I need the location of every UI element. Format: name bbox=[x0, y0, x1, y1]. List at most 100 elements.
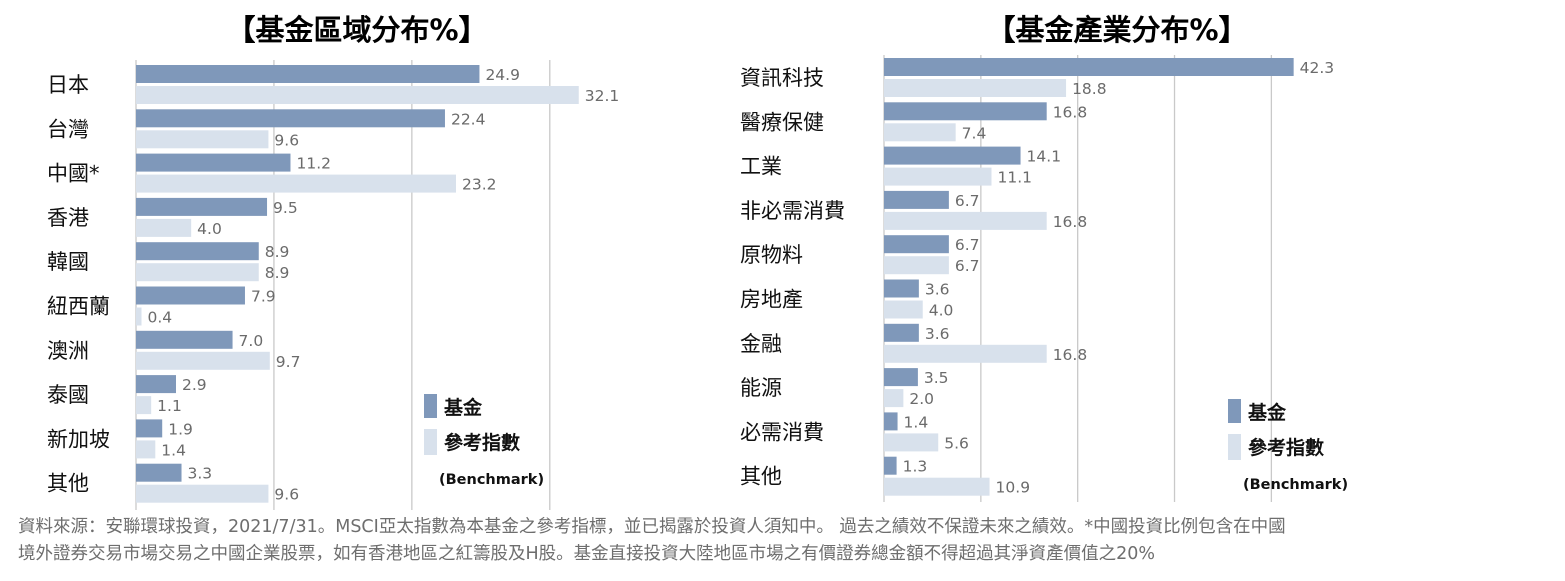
category-label: 原物料 bbox=[740, 243, 803, 267]
benchmark-value-label: 1.4 bbox=[161, 441, 186, 459]
category-label: 其他 bbox=[740, 465, 782, 489]
benchmark-bar bbox=[884, 300, 923, 319]
category-label: 韓國 bbox=[47, 250, 89, 274]
legend-swatch-fund bbox=[1228, 399, 1241, 423]
category-label: 能源 bbox=[740, 376, 782, 400]
category-label: 資訊科技 bbox=[740, 66, 824, 90]
category-label: 醫療保健 bbox=[740, 110, 824, 134]
benchmark-value-label: 18.8 bbox=[1072, 80, 1107, 98]
benchmark-bar bbox=[884, 79, 1067, 97]
benchmark-bar bbox=[136, 396, 152, 415]
fund-bar bbox=[136, 242, 259, 261]
benchmark-value-label: 7.4 bbox=[962, 124, 987, 142]
benchmark-bar bbox=[136, 351, 270, 370]
benchmark-value-label: 10.9 bbox=[996, 479, 1031, 497]
category-label: 其他 bbox=[47, 472, 89, 496]
fund-bar bbox=[884, 412, 898, 431]
fund-value-label: 3.6 bbox=[925, 325, 950, 343]
fund-value-label: 3.3 bbox=[188, 465, 213, 483]
benchmark-bar bbox=[136, 130, 269, 149]
legend-label-benchmark-en: (Benchmark) bbox=[1243, 477, 1348, 493]
legend-label-benchmark: 參考指數 bbox=[444, 431, 520, 454]
fund-bar bbox=[136, 375, 176, 394]
fund-bar bbox=[884, 102, 1047, 121]
benchmark-value-label: 9.6 bbox=[274, 486, 299, 504]
fund-bar bbox=[136, 197, 268, 216]
fund-value-label: 3.5 bbox=[924, 369, 949, 387]
legend-swatch-fund bbox=[424, 394, 437, 418]
fund-value-label: 7.0 bbox=[239, 332, 264, 350]
fund-bar bbox=[136, 153, 291, 172]
fund-bar bbox=[884, 58, 1294, 76]
benchmark-bar bbox=[884, 344, 1047, 363]
fund-value-label: 14.1 bbox=[1027, 148, 1062, 166]
benchmark-value-label: 9.6 bbox=[274, 131, 299, 149]
fund-value-label: 42.3 bbox=[1300, 59, 1335, 77]
category-label: 新加坡 bbox=[47, 427, 110, 451]
industry-distribution-chart: 【基金產業分布%】資訊科技 42.3 18.8 醫療保健 16.8 7.4 工業 14.1 11… bbox=[740, 13, 1348, 502]
fund-value-label: 7.9 bbox=[251, 288, 276, 306]
benchmark-value-label: 4.0 bbox=[197, 220, 222, 238]
legend-swatch-benchmark bbox=[424, 429, 437, 455]
benchmark-bar bbox=[136, 86, 579, 104]
footnote-line-1: 資料來源：安聯環球投資，2021/7/31。MSCI亞太指數為本基金之參考指標，… bbox=[18, 517, 1286, 537]
benchmark-value-label: 0.4 bbox=[148, 309, 173, 327]
fund-bar bbox=[136, 463, 182, 482]
benchmark-value-label: 5.6 bbox=[944, 434, 969, 452]
fund-value-label: 6.7 bbox=[955, 236, 980, 254]
fund-bar bbox=[136, 330, 233, 349]
benchmark-value-label: 23.2 bbox=[462, 176, 497, 194]
fund-bar bbox=[136, 65, 480, 83]
fund-value-label: 11.2 bbox=[296, 155, 331, 173]
fund-bar bbox=[884, 146, 1021, 165]
benchmark-value-label: 6.7 bbox=[955, 257, 980, 275]
fund-value-label: 1.3 bbox=[903, 458, 928, 476]
category-label: 中國* bbox=[47, 162, 100, 186]
benchmark-bar bbox=[884, 123, 956, 142]
benchmark-value-label: 4.0 bbox=[929, 302, 954, 320]
benchmark-bar bbox=[136, 440, 156, 459]
fund-bar bbox=[136, 286, 245, 305]
category-label: 台灣 bbox=[47, 117, 89, 141]
fund-bar bbox=[884, 323, 919, 342]
fund-value-label: 22.4 bbox=[451, 110, 486, 128]
fund-bar bbox=[884, 235, 949, 254]
benchmark-bar bbox=[136, 218, 192, 237]
footnote-line-2: 境外證券交易市場交易之中國企業股票，如有香港地區之紅籌股及H股。基金直接投資大陸… bbox=[18, 544, 1156, 564]
category-label: 紐西蘭 bbox=[47, 295, 110, 319]
fund-value-label: 1.9 bbox=[168, 420, 193, 438]
fund-value-label: 24.9 bbox=[485, 66, 520, 84]
legend-label-benchmark-en: (Benchmark) bbox=[439, 472, 544, 488]
benchmark-bar bbox=[136, 307, 142, 326]
legend-label-benchmark: 參考指數 bbox=[1248, 436, 1324, 459]
fund-bar bbox=[884, 279, 919, 298]
benchmark-bar bbox=[136, 263, 259, 282]
category-label: 工業 bbox=[740, 155, 782, 179]
fund-value-label: 16.8 bbox=[1053, 103, 1088, 121]
fund-value-label: 1.4 bbox=[904, 413, 929, 431]
benchmark-bar bbox=[136, 484, 269, 503]
legend-label-fund: 基金 bbox=[1247, 401, 1287, 424]
fund-value-label: 8.9 bbox=[265, 243, 290, 261]
fund-bar bbox=[884, 456, 897, 475]
benchmark-value-label: 1.1 bbox=[157, 397, 182, 415]
fund-value-label: 2.9 bbox=[182, 376, 207, 394]
benchmark-bar bbox=[884, 389, 904, 408]
benchmark-bar bbox=[884, 433, 939, 452]
chart-title: 【基金區域分布%】 bbox=[226, 13, 487, 47]
legend-label-fund: 基金 bbox=[443, 396, 483, 419]
charts-canvas: 【基金區域分布%】日本 24.9 32.1 台灣 22.4 9.6 中國* 11.2 23.2 香… bbox=[47, 13, 1348, 510]
benchmark-bar bbox=[884, 167, 992, 186]
benchmark-bar bbox=[884, 256, 949, 275]
benchmark-bar bbox=[136, 174, 456, 193]
fund-value-label: 9.5 bbox=[273, 199, 298, 217]
fund-value-label: 3.6 bbox=[925, 281, 950, 299]
benchmark-value-label: 32.1 bbox=[585, 87, 620, 105]
category-label: 金融 bbox=[740, 332, 782, 356]
benchmark-value-label: 11.1 bbox=[997, 169, 1032, 187]
legend-swatch-benchmark bbox=[1228, 434, 1241, 460]
region-distribution-chart: 【基金區域分布%】日本 24.9 32.1 台灣 22.4 9.6 中國* 11.2 23.2 香… bbox=[47, 13, 619, 510]
category-label: 房地產 bbox=[740, 288, 803, 312]
fund-bar bbox=[884, 368, 918, 387]
benchmark-value-label: 2.0 bbox=[909, 390, 934, 408]
